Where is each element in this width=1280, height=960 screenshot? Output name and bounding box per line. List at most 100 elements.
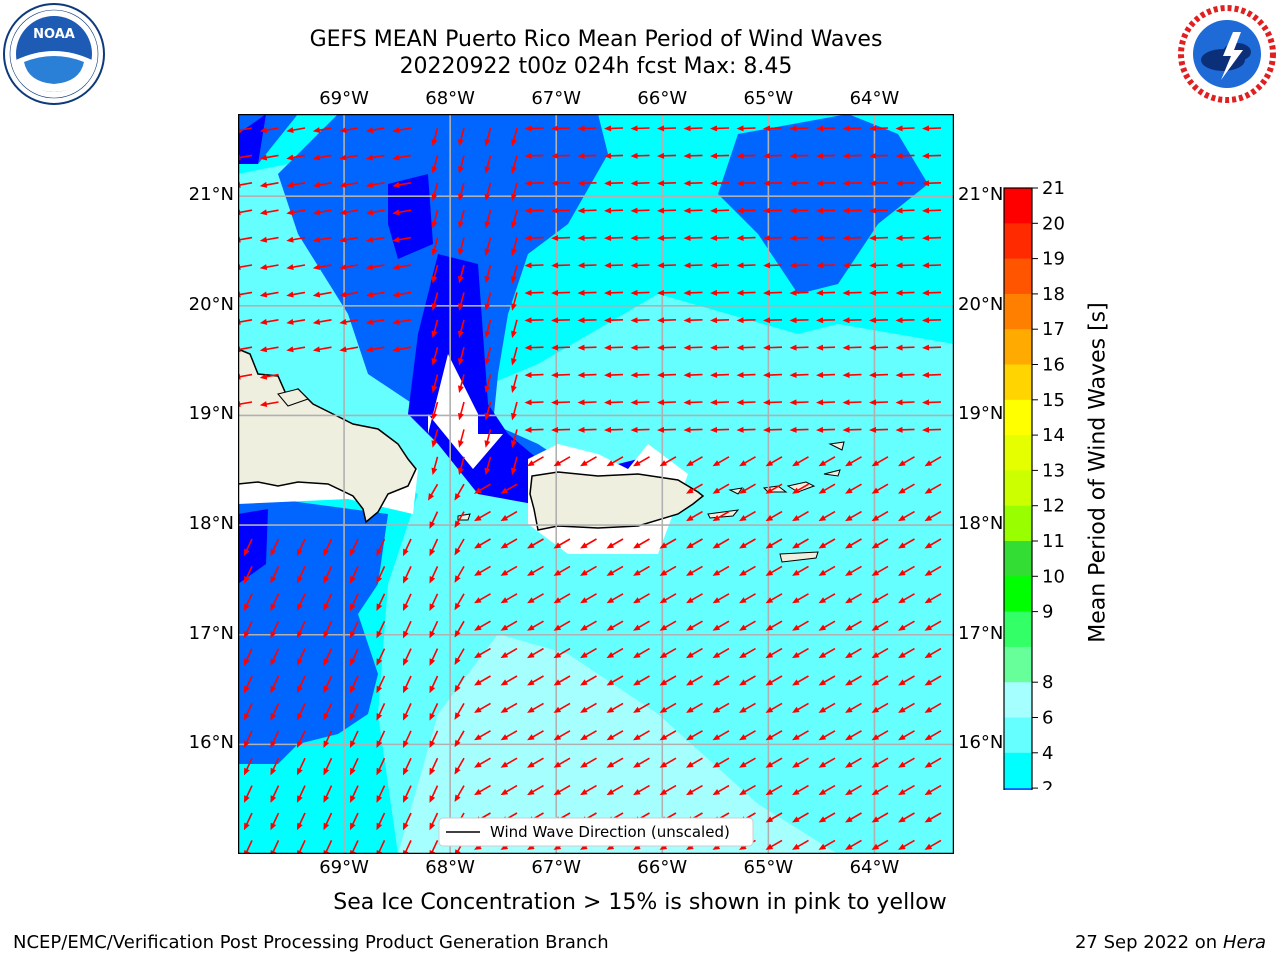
wave-arrow-head xyxy=(869,289,877,296)
wave-arrow-head xyxy=(683,317,691,324)
wave-arrow-head xyxy=(845,706,853,713)
wave-arrow-head xyxy=(510,275,517,284)
wave-arrow-head xyxy=(818,624,827,631)
wave-arrow-head xyxy=(789,372,797,379)
wave-arrow-head xyxy=(630,262,638,269)
wave-arrow-head xyxy=(259,318,268,325)
wave-arrow-head xyxy=(580,569,588,576)
wave-arrow-head xyxy=(789,262,797,269)
wave-arrow-head xyxy=(296,658,303,666)
wave-arrow-head xyxy=(428,493,435,501)
wave-arrow-head xyxy=(457,138,464,147)
wave-arrow-head xyxy=(365,127,374,134)
wave-arrow-head xyxy=(323,740,330,749)
wave-arrow-head xyxy=(365,264,374,271)
wave-arrow-head xyxy=(922,289,930,296)
wave-arrow-head xyxy=(739,487,747,494)
wave-arrow-head xyxy=(524,399,532,406)
axis-tick-label: 21°N xyxy=(958,184,1004,206)
wave-arrow-head xyxy=(739,843,747,850)
wave-arrow-head xyxy=(659,789,668,796)
wave-arrow-head xyxy=(429,521,436,529)
wave-arrow-head xyxy=(895,235,903,242)
wave-arrow-head xyxy=(312,346,321,353)
wave-arrow-head xyxy=(845,843,853,850)
wave-arrow-head xyxy=(792,624,800,631)
wave-arrow-head xyxy=(659,843,668,850)
wave-arrow-head xyxy=(484,467,491,476)
wave-arrow-head xyxy=(895,125,903,132)
wave-period-map: Wind Wave Direction (unscaled) xyxy=(238,114,954,854)
wave-arrow-head xyxy=(270,685,277,694)
wave-arrow-head xyxy=(392,236,400,243)
wave-arrow-head xyxy=(736,317,744,324)
wave-arrow-head xyxy=(553,460,562,467)
wave-arrow-head xyxy=(577,180,585,187)
wave-arrow-head xyxy=(429,658,436,666)
wave-arrow-head xyxy=(845,515,853,522)
wave-arrow-head xyxy=(869,180,877,187)
wave-arrow-head xyxy=(604,426,612,433)
wave-arrow-head xyxy=(736,372,744,379)
wave-arrow-head xyxy=(686,652,694,659)
colorbar-tick-label: 13 xyxy=(1042,460,1065,481)
wave-arrow-head xyxy=(922,344,930,351)
wave-arrow-head xyxy=(577,344,585,351)
wave-arrow-head xyxy=(580,597,588,604)
wave-arrow-head xyxy=(895,344,903,351)
colorbar-tick-label: 12 xyxy=(1042,496,1065,517)
wave-arrow-head xyxy=(924,816,933,823)
wave-arrow-head xyxy=(710,399,718,406)
wave-arrow-head xyxy=(339,209,347,216)
wave-arrow-head xyxy=(895,207,903,214)
wave-arrow-head xyxy=(736,207,744,214)
wave-arrow-head xyxy=(789,207,797,214)
wave-arrow-head xyxy=(710,372,718,379)
colorbar-tick-label: 9 xyxy=(1042,602,1053,623)
wave-arrow-head xyxy=(402,630,409,639)
wave-arrow-head xyxy=(712,679,721,686)
wave-arrow-head xyxy=(524,207,532,214)
wave-arrow-head xyxy=(431,330,438,339)
wave-arrow-head xyxy=(922,125,930,132)
wave-arrow-head xyxy=(524,317,532,324)
wave-arrow-head xyxy=(323,685,330,694)
wave-arrow-head xyxy=(606,679,615,686)
wave-arrow-head xyxy=(763,207,771,214)
wave-arrow-head xyxy=(842,399,850,406)
wave-arrow-head xyxy=(339,127,347,134)
wave-arrow-head xyxy=(510,385,517,393)
axis-tick-label: 65°W xyxy=(743,88,794,109)
wave-arrow-head xyxy=(323,767,330,776)
colorbar-tick-label: 20 xyxy=(1042,213,1065,234)
wave-arrow-head xyxy=(429,713,436,721)
wave-arrow-head xyxy=(710,426,718,433)
wave-arrow-head xyxy=(296,548,303,557)
colorbar-segment xyxy=(1004,505,1032,542)
wave-arrow-head xyxy=(429,795,436,803)
wave-arrow-head xyxy=(789,289,797,296)
colorbar-segment xyxy=(1004,223,1032,260)
wave-arrow-head xyxy=(686,515,694,522)
wave-arrow-head xyxy=(659,679,668,686)
colorbar-tick-label: 15 xyxy=(1042,390,1065,411)
wave-arrow-head xyxy=(842,289,850,296)
wave-arrow-head xyxy=(657,344,665,351)
wave-arrow-head xyxy=(924,569,933,576)
colorbar-segments xyxy=(1003,187,1033,790)
wave-arrow-head xyxy=(551,125,559,132)
axis-tick-label: 69°W xyxy=(319,88,369,109)
wave-arrow-head xyxy=(845,487,853,494)
wave-arrow-head xyxy=(510,412,517,421)
wave-arrow-head xyxy=(365,236,374,243)
wave-arrow-head xyxy=(606,542,615,549)
wave-arrow-head xyxy=(633,734,641,741)
wave-arrow-head xyxy=(818,734,827,741)
wave-arrow-head xyxy=(312,264,321,271)
wave-arrow-head xyxy=(765,624,774,631)
wave-arrow-head xyxy=(816,180,824,187)
wave-arrow-head xyxy=(553,789,562,796)
wave-arrow-head xyxy=(869,317,877,324)
wave-arrow-head xyxy=(323,603,330,612)
wave-arrow-head xyxy=(924,624,933,631)
